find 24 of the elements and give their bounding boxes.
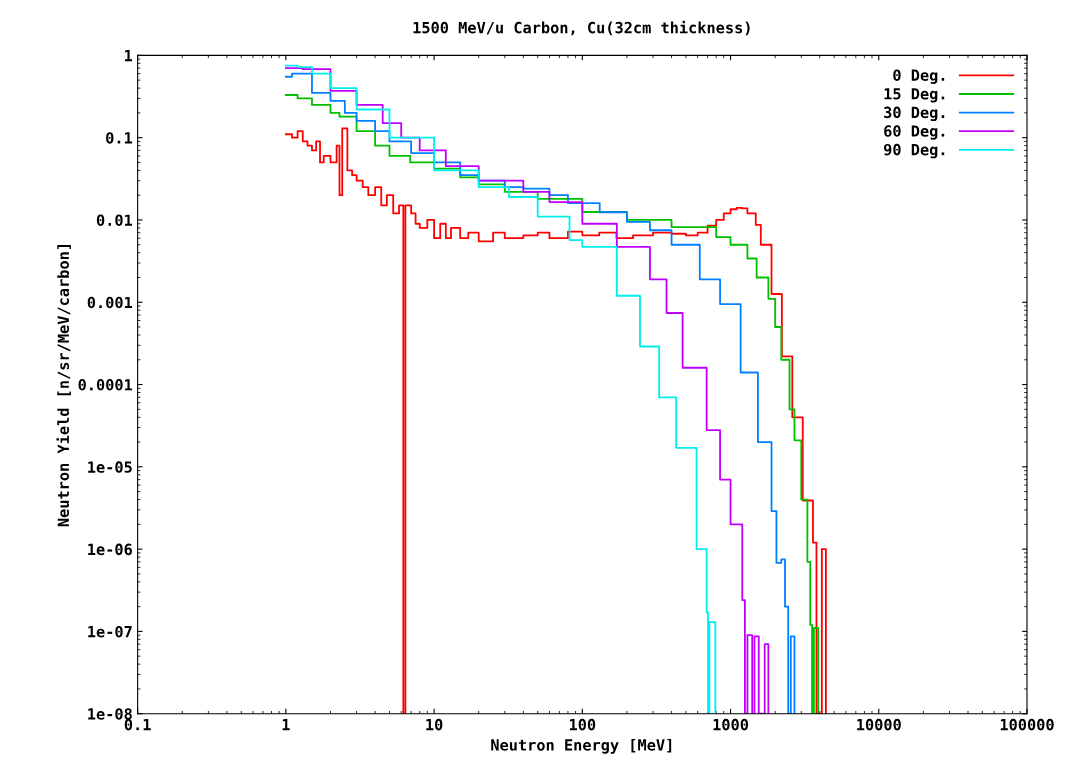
y-tick-label: 1e-08 [88,708,132,720]
y-tick-label: 1e-05 [88,461,132,473]
y-tick-label: 1e-07 [88,625,132,638]
y-tick-label: 1 [124,50,133,62]
y-tick-label: 0.001 [87,296,133,309]
y-tick-label: 0.0001 [78,379,133,391]
y-tick-label: 1e-06 [88,543,132,556]
legend-label: 30 Deg. [884,106,945,122]
legend-label: 0 Deg. [893,69,945,84]
legend-label: 90 Deg. [883,143,945,159]
x-tick-label: 100 [569,718,596,731]
y-tick-label: 0.01 [96,214,133,226]
x-tick-label: 1000 [713,718,749,731]
y-axis-title: Neutron Yield [n/sr/MeV/carbon] [56,245,71,527]
x-tick-label: 1 [282,719,290,731]
x-tick-label: 0.1 [124,718,151,731]
x-tick-label: 10 [426,718,443,731]
x-axis-title: Neutron Energy [MeV] [491,738,672,754]
x-tick-label: 100000 [1000,718,1054,731]
y-tick-label: 0.1 [106,132,133,144]
legend-label: 15 Deg. [884,88,945,103]
x-tick-label: 10000 [857,718,901,731]
legend-label: 60 Deg. [884,125,945,140]
chart-title: 1500 MeV/u Carbon, Cu(32cm thickness) [413,20,750,36]
